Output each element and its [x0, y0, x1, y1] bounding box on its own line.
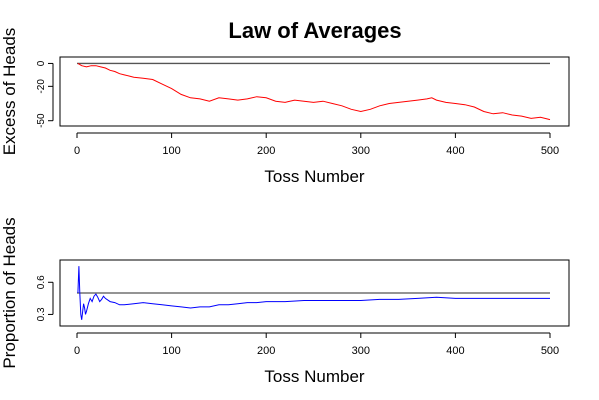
y-tick-label: 0.6 [36, 275, 47, 289]
series-line-1 [77, 62, 551, 121]
series-line-1 [77, 266, 550, 320]
x-tick-label: 0 [74, 145, 80, 157]
panel-1: 0 100 200 300 400 500 0 -20 -50 Toss Number Excess… [0, 28, 570, 186]
y-axis-label: Proportion of Heads [0, 217, 19, 368]
chart-title: Law of Averages [228, 18, 401, 43]
y-axis-label: Excess of Heads [0, 28, 19, 156]
x-tick-label: 500 [541, 345, 559, 357]
x-tick-label: 200 [257, 345, 275, 357]
x-tick-label: 300 [352, 345, 370, 357]
x-axis-label: Toss Number [264, 367, 364, 386]
x-tick-label: 100 [162, 145, 180, 157]
x-tick-label: 0 [74, 345, 80, 357]
x-tick-label: 100 [162, 345, 180, 357]
plot-frame [59, 56, 570, 127]
y-tick-label: 0 [36, 60, 47, 66]
y-tick-label: 0.3 [36, 307, 47, 321]
y-tick-label: -50 [36, 113, 47, 128]
x-tick-label: 200 [257, 145, 275, 157]
x-axis-label: Toss Number [264, 167, 364, 186]
x-tick-label: 400 [446, 145, 464, 157]
plot-frame [59, 259, 570, 327]
x-tick-label: 500 [541, 145, 559, 157]
x-tick-label: 400 [446, 345, 464, 357]
panel-2: 0 100 200 300 400 500 0.3 0.6 Toss Number Proport… [0, 217, 570, 386]
x-tick-label: 300 [352, 145, 370, 157]
y-tick-label: -20 [36, 79, 47, 94]
